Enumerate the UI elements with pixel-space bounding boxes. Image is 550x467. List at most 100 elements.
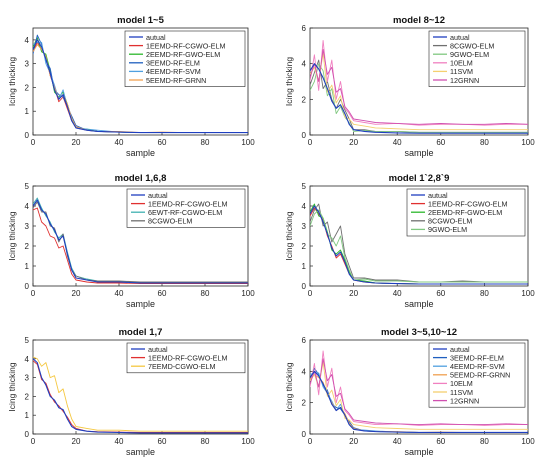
x-axis-label: sample [126, 299, 155, 309]
series-line-12grnn [310, 48, 528, 125]
y-axis-label: Icing thicking [284, 362, 294, 411]
x-axis-label: sample [126, 148, 155, 158]
y-tick-label: 0 [25, 282, 30, 291]
y-axis-label: Icing thicking [284, 57, 294, 106]
legend-label: 10ELM [450, 59, 473, 68]
y-tick-label: 0 [302, 430, 307, 439]
x-tick-label: 100 [521, 138, 535, 147]
y-tick-label: 4 [302, 202, 307, 211]
legend-label: 5EEMD-RF-GRNN [450, 371, 510, 380]
legend-label: autual [428, 191, 448, 200]
x-tick-label: 80 [201, 138, 210, 147]
y-tick-label: 0 [25, 430, 30, 439]
x-tick-label: 80 [201, 289, 210, 298]
legend: autual1EEMD-RF-CGWO-ELM2EEMD-RF-GWO-ELM3… [124, 30, 246, 87]
y-tick-label: 2 [302, 95, 307, 104]
chart-panel-5: 0 20 40 60 80 100 0 1 2 3 4 5 model 1,7 sample Icing t… [7, 327, 255, 457]
series-line-7eemd-cgwo-elm [33, 356, 248, 432]
y-tick-label: 3 [25, 374, 30, 383]
series-line-autual [310, 205, 528, 285]
x-axis-label: sample [404, 447, 433, 457]
x-tick-label: 0 [308, 289, 313, 298]
legend-label: 4EEMD-RF-SVM [450, 362, 505, 371]
y-tick-label: 1 [25, 107, 30, 116]
series-lines [310, 40, 528, 134]
legend-box [126, 342, 246, 374]
legend-label: 3EEMD-RF-ELM [146, 59, 200, 68]
legend-label: 1EEMD-RF-CGWO-ELM [428, 199, 507, 208]
series-line-autual [33, 358, 248, 434]
x-tick-label: 20 [349, 138, 358, 147]
chart-panel-4: 0 20 40 60 80 100 0 1 2 3 4 5 model 1`2,8`9 sample Ici… [284, 173, 535, 309]
x-tick-label: 80 [201, 437, 210, 446]
x-tick-label: 80 [480, 437, 489, 446]
y-tick-label: 2 [25, 242, 30, 251]
legend-label: 8CGWO-ELM [450, 41, 494, 50]
y-tick-label: 0 [302, 282, 307, 291]
y-tick-label: 4 [302, 60, 307, 69]
legend-label: autual [148, 345, 168, 354]
series-lines [33, 34, 248, 134]
x-tick-label: 60 [158, 138, 167, 147]
x-tick-label: 0 [31, 138, 36, 147]
x-tick-label: 100 [241, 138, 255, 147]
series-line-11svm [310, 361, 528, 430]
legend-box [126, 188, 246, 228]
chart-title: model 1~5 [117, 15, 164, 26]
series-lines [310, 350, 528, 433]
legend-label: 12GRNN [450, 76, 479, 85]
legend-box [428, 30, 526, 87]
x-tick-label: 40 [393, 437, 402, 446]
x-tick-label: 60 [436, 289, 445, 298]
series-line-autual [310, 63, 528, 134]
legend-label: 6EWT-RF-CGWO-ELM [148, 208, 222, 217]
chart-title: model 1,6,8 [115, 173, 167, 184]
legend: autual1EEMD-RF-CGWO-ELM6EWT-RF-CGWO-ELM8… [126, 188, 246, 228]
x-tick-label: 40 [393, 138, 402, 147]
y-tick-label: 1 [302, 262, 307, 271]
y-axis-label: Icing thicking [284, 211, 294, 260]
x-axis-label: sample [126, 447, 155, 457]
legend-label: 4EEMD-RF-SVM [146, 67, 201, 76]
legend-box [124, 30, 246, 87]
legend-label: 8CGWO-ELM [428, 217, 472, 226]
y-tick-label: 5 [25, 336, 30, 345]
series-lines [310, 203, 528, 285]
x-tick-label: 0 [308, 138, 313, 147]
legend-label: 1EEMD-RF-CGWO-ELM [148, 353, 227, 362]
legend-label: 11SVM [450, 388, 473, 397]
y-tick-label: 3 [302, 222, 307, 231]
chart-panel-1: 0 20 40 60 80 100 0 1 2 3 4 model 1~5 sample Icing th… [7, 15, 255, 158]
legend-label: 1EEMD-RF-CGWO-ELM [148, 199, 227, 208]
legend-label: 10ELM [450, 379, 473, 388]
legend-label: autual [450, 345, 470, 354]
chart-panel-2: 0 20 40 60 80 100 0 2 4 6 model 8~12 sample Icing th… [284, 15, 535, 158]
x-tick-label: 0 [308, 437, 313, 446]
chart-title: model 1`2,8`9 [389, 173, 450, 184]
y-tick-label: 5 [25, 182, 30, 191]
legend-label: 1EEMD-RF-CGWO-ELM [146, 41, 225, 50]
y-tick-label: 2 [302, 399, 307, 408]
legend-box [406, 188, 526, 237]
x-tick-label: 40 [393, 289, 402, 298]
x-tick-label: 100 [521, 437, 535, 446]
series-line-1eemd-rf-cgwo-elm [33, 207, 248, 285]
x-tick-label: 60 [436, 437, 445, 446]
y-tick-label: 2 [302, 242, 307, 251]
chart-title: model 8~12 [393, 15, 445, 26]
y-tick-label: 3 [25, 222, 30, 231]
y-tick-label: 4 [25, 202, 30, 211]
y-tick-label: 6 [302, 336, 307, 345]
x-tick-label: 20 [349, 437, 358, 446]
x-tick-label: 0 [31, 289, 36, 298]
x-tick-label: 20 [72, 289, 81, 298]
x-tick-label: 60 [158, 289, 167, 298]
legend-label: 8CGWO-ELM [148, 217, 192, 226]
chart-title: model 1,7 [119, 327, 163, 338]
series-line-12grnn [310, 358, 528, 426]
x-axis-label: sample [404, 148, 433, 158]
x-tick-label: 40 [115, 138, 124, 147]
